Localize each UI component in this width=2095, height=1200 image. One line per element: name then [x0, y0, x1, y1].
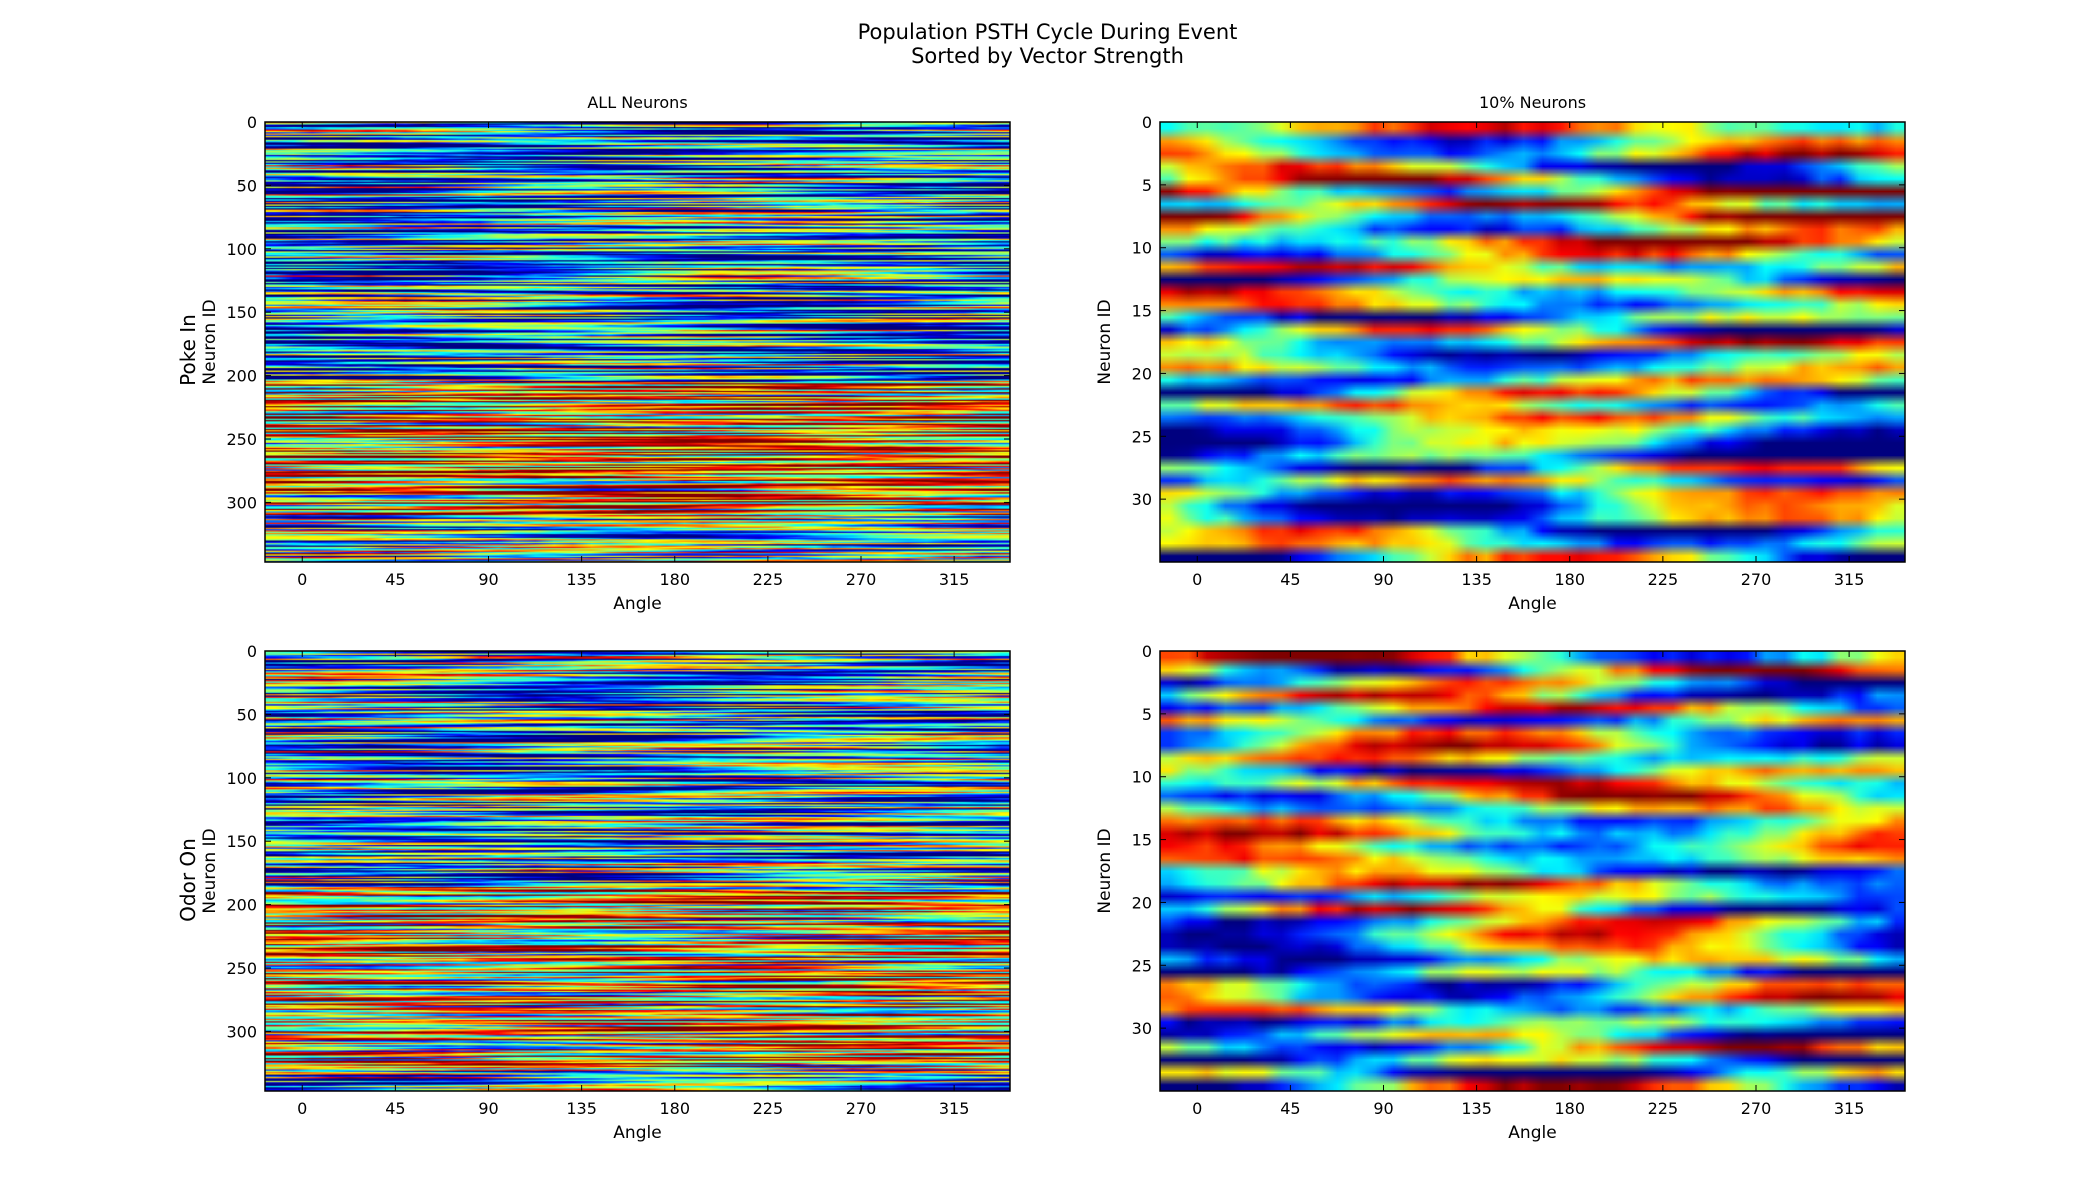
- y-tick-label: 10: [1132, 239, 1152, 258]
- y-tick-label: 15: [1132, 302, 1152, 321]
- x-tick-label: 270: [846, 570, 877, 589]
- y-tick-label: 150: [226, 303, 257, 322]
- y-tick-label: 150: [226, 832, 257, 851]
- heatmap-panel-4: 0 45 90 135 180 225 270 315 0 5 10 15 20 25 30 Angle Neu…: [1095, 642, 1906, 1143]
- heatmap-panel-1: 0 45 90 135 180 225 270 315 0 50 100 150 200 250 300 An…: [200, 93, 1011, 614]
- x-tick-label: 225: [1648, 570, 1679, 589]
- axes-frame: [1159, 650, 1906, 1092]
- x-tick-label: 0: [1192, 570, 1202, 589]
- panel-title: 10% Neurons: [1479, 93, 1586, 112]
- y-axis-label: Neuron ID: [200, 299, 220, 384]
- x-tick-label: 90: [478, 1099, 498, 1118]
- x-tick-label: 315: [939, 570, 970, 589]
- y-tick-label: 0: [247, 642, 257, 661]
- x-tick-label: 90: [478, 570, 498, 589]
- y-tick-label: 0: [1142, 113, 1152, 132]
- x-tick-label: 315: [1834, 1099, 1865, 1118]
- heatmap-image: [1160, 651, 1905, 1091]
- x-tick-label: 270: [1741, 1099, 1772, 1118]
- y-tick-label: 0: [1142, 642, 1152, 661]
- y-tick-label: 20: [1132, 364, 1152, 383]
- y-tick-label: 30: [1132, 1019, 1152, 1038]
- heatmap-panel-3: 0 45 90 135 180 225 270 315 0 50 100 150 200 250 300 An…: [200, 642, 1011, 1143]
- x-tick-label: 135: [566, 570, 597, 589]
- x-tick-label: 0: [1192, 1099, 1202, 1118]
- y-tick-label: 200: [226, 367, 257, 386]
- x-tick-label: 225: [753, 1099, 784, 1118]
- row-label-poke-in: Poke In: [176, 314, 200, 386]
- heatmap-panel-2: 0 45 90 135 180 225 270 315 0 5 10 15 20 25 30 Angle Neu…: [1095, 93, 1906, 614]
- heatmap-image: [265, 651, 1010, 1091]
- y-tick-label: 50: [237, 705, 257, 724]
- x-tick-label: 270: [846, 1099, 877, 1118]
- y-tick-label: 20: [1132, 893, 1152, 912]
- x-tick-label: 135: [566, 1099, 597, 1118]
- x-tick-label: 180: [1554, 570, 1585, 589]
- y-tick-label: 100: [226, 769, 257, 788]
- x-axis-label: Angle: [1508, 1123, 1556, 1143]
- y-tick-label: 5: [1142, 705, 1152, 724]
- y-tick-label: 25: [1132, 956, 1152, 975]
- x-tick-label: 45: [1280, 1099, 1300, 1118]
- x-tick-label: 0: [297, 1099, 307, 1118]
- y-tick-label: 50: [237, 176, 257, 195]
- x-tick-label: 90: [1373, 570, 1393, 589]
- y-tick-label: 10: [1132, 768, 1152, 787]
- x-tick-label: 0: [297, 570, 307, 589]
- y-axis-label: Neuron ID: [1095, 828, 1115, 913]
- row-label-odor-on: Odor On: [176, 838, 200, 922]
- x-tick-label: 315: [939, 1099, 970, 1118]
- y-tick-label: 250: [226, 959, 257, 978]
- x-tick-label: 225: [753, 570, 784, 589]
- x-tick-label: 45: [1280, 570, 1300, 589]
- y-tick-label: 250: [226, 430, 257, 449]
- y-tick-label: 15: [1132, 831, 1152, 850]
- y-tick-label: 25: [1132, 427, 1152, 446]
- y-tick-label: 5: [1142, 176, 1152, 195]
- x-tick-label: 180: [659, 570, 690, 589]
- y-tick-label: 30: [1132, 490, 1152, 509]
- figure-subtitle: Sorted by Vector Strength: [911, 44, 1184, 68]
- y-tick-label: 300: [226, 493, 257, 512]
- y-tick-label: 100: [226, 240, 257, 259]
- x-tick-label: 90: [1373, 1099, 1393, 1118]
- axes-frame: [264, 121, 1011, 563]
- y-tick-label: 0: [247, 113, 257, 132]
- x-tick-label: 45: [385, 1099, 405, 1118]
- x-tick-label: 225: [1648, 1099, 1679, 1118]
- y-tick-label: 200: [226, 896, 257, 915]
- x-tick-label: 180: [1554, 1099, 1585, 1118]
- y-axis-label: Neuron ID: [200, 828, 220, 913]
- x-tick-label: 180: [659, 1099, 690, 1118]
- y-tick-label: 300: [226, 1022, 257, 1041]
- panels: 0 45 90 135 180 225 270 315050100150200250300An…: [200, 93, 1906, 1143]
- heatmap-image: [1160, 122, 1905, 562]
- x-tick-label: 45: [385, 570, 405, 589]
- axes-frame: [264, 650, 1011, 1092]
- x-tick-label: 135: [1461, 1099, 1492, 1118]
- panel-title: ALL Neurons: [587, 93, 687, 112]
- x-tick-label: 315: [1834, 570, 1865, 589]
- figure-title: Population PSTH Cycle During Event: [857, 20, 1238, 44]
- x-tick-label: 135: [1461, 570, 1492, 589]
- axes-frame: [1159, 121, 1906, 563]
- x-tick-label: 270: [1741, 570, 1772, 589]
- x-axis-label: Angle: [1508, 594, 1556, 614]
- x-axis-label: Angle: [613, 594, 661, 614]
- y-axis-label: Neuron ID: [1095, 299, 1115, 384]
- x-axis-label: Angle: [613, 1123, 661, 1143]
- heatmap-image: [265, 122, 1010, 562]
